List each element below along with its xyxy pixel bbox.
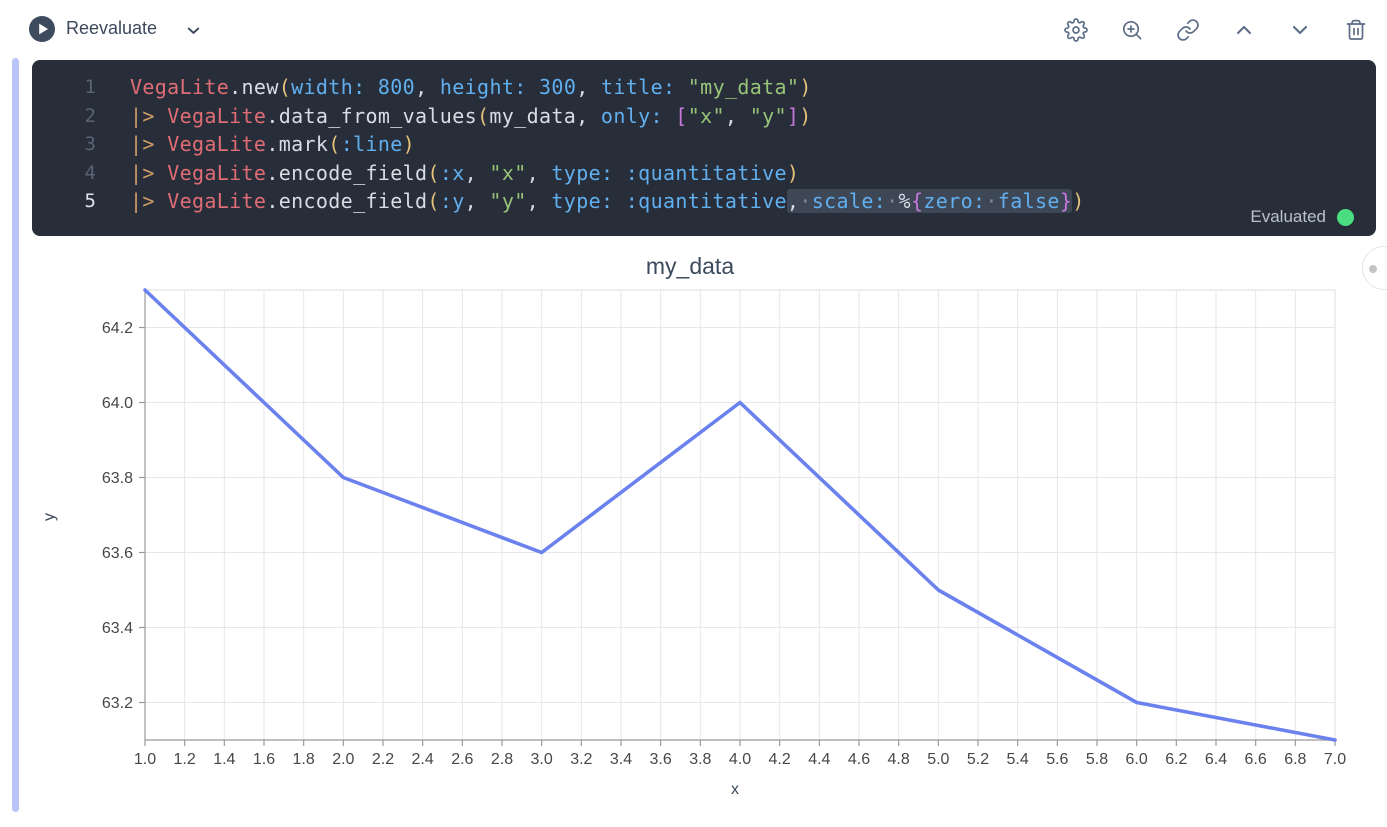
y-tick-label: 63.2 [102,695,133,712]
selection-highlight: ,·scale:·%{zero:·false} [786,189,1073,214]
amplify-output-button[interactable] [1119,17,1144,42]
zoom-in-icon [1122,20,1141,39]
y-tick-label: 63.6 [102,545,133,562]
x-tick-label: 4.0 [729,751,751,768]
x-tick-label: 1.8 [293,751,315,768]
x-tick-label: 6.0 [1126,751,1148,768]
reevaluate-chevron-down-icon[interactable] [184,21,203,40]
x-tick-label: 2.8 [491,751,513,768]
x-tick-label: 6.6 [1245,751,1267,768]
x-tick-label: 6.4 [1205,751,1227,768]
y-tick-label: 63.4 [102,620,133,637]
cell-link-button[interactable] [1175,17,1200,42]
x-tick-label: 1.0 [134,751,156,768]
line-number: 5 [84,190,96,213]
x-tick-label: 6.8 [1284,751,1306,768]
reevaluate-button[interactable]: Reevaluate [66,18,158,38]
x-tick-label: 5.2 [967,751,989,768]
trash-icon [1346,19,1365,40]
code-line: 2 |> VegaLite.data_from_values(my_data, o… [32,102,1376,131]
x-tick-label: 3.4 [610,751,632,768]
cell-actions [1063,17,1368,42]
line-number: 4 [84,161,96,184]
y-tick-label: 64.0 [102,395,133,412]
chart-output: 1.0 1.2 1.4 1.6 1.8 2.0 2.2 2.4 2.6 2.8 3.0 3.2 3.4 3… [40,240,1387,820]
line-chart: 1.0 1.2 1.4 1.6 1.8 2.0 2.2 2.4 2.6 2.8 3.0 3.2 3.4 3… [41,253,1346,798]
x-tick-label: 3.2 [570,751,592,768]
gear-icon [1063,17,1088,42]
x-tick-label: 5.4 [1007,751,1029,768]
move-cell-up-button[interactable] [1231,17,1256,42]
y-tick-label: 63.8 [102,470,133,487]
delete-cell-button[interactable] [1343,17,1368,42]
code-lines: 1 VegaLite.new(width: 800, height: 300, t… [32,73,1376,216]
x-tick-label: 3.6 [650,751,672,768]
x-tick-label: 1.4 [213,751,235,768]
y-tick-label: 64.2 [102,320,133,337]
x-tick-label: 2.4 [412,751,434,768]
evaluation-status-label: Evaluated [1250,207,1326,226]
y-axis-title: y [41,513,58,521]
line-number: 1 [84,76,96,98]
evaluation-status-dot [1337,208,1354,226]
x-tick-label: 4.2 [769,751,791,768]
x-tick-label: 6.2 [1165,751,1187,768]
x-tick-label: 3.0 [531,751,553,768]
line-number: 3 [84,133,96,156]
x-axis-title: x [731,781,739,798]
data-line [143,288,1337,742]
x-tick-label: 4.4 [808,751,830,768]
chart-title: my_data [646,253,734,279]
x-tick-label: 1.6 [253,751,275,768]
chevron-down-icon [1292,25,1307,34]
x-tick-label: 5.8 [1086,751,1108,768]
code-line: 5 |> VegaLite.encode_field(:y, "y", type:… [32,187,1376,216]
x-tick-label: 2.6 [451,751,473,768]
code-line: 4 |> VegaLite.encode_field(:x, "x", type:… [32,159,1376,188]
settings-button[interactable] [1063,17,1088,42]
x-tick-label: 2.0 [332,751,354,768]
reevaluate-play-button[interactable] [28,15,56,43]
code-line: 1 VegaLite.new(width: 800, height: 300, t… [32,73,1376,102]
x-tick-label: 3.8 [689,751,711,768]
evaluation-status: Evaluated [1250,207,1354,227]
code-line: 3 |> VegaLite.mark(:line) [32,130,1376,159]
x-tick-label: 1.2 [174,751,196,768]
x-tick-label: 5.0 [927,751,949,768]
move-cell-down-button[interactable] [1287,17,1312,42]
x-tick-label: 7.0 [1324,751,1346,768]
x-tick-label: 5.6 [1046,751,1068,768]
cell-focus-indicator [12,58,19,812]
link-icon [1176,18,1199,41]
code-editor[interactable]: 1 VegaLite.new(width: 800, height: 300, t… [32,60,1376,236]
x-tick-label: 4.8 [888,751,910,768]
x-tick-label: 4.6 [848,751,870,768]
ellipsis-icon [1369,265,1377,273]
chevron-up-icon [1236,25,1251,34]
x-tick-label: 2.2 [372,751,394,768]
line-number: 2 [84,104,96,127]
cell-toolbar: Reevaluate [0,0,1387,56]
